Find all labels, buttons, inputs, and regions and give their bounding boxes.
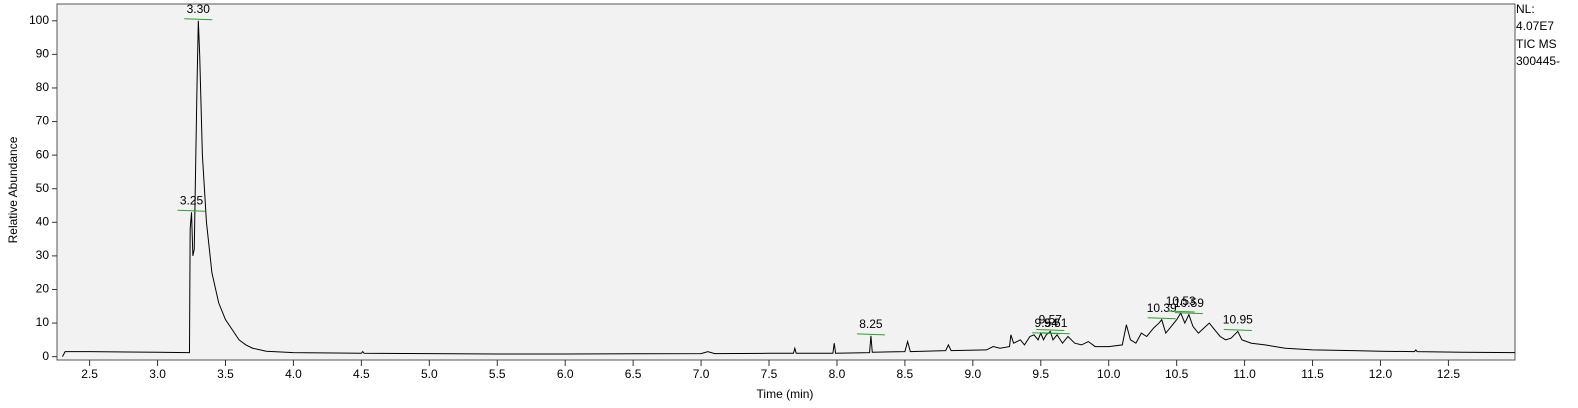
peak-marker (1223, 328, 1252, 331)
peak-marker (184, 18, 213, 21)
x-tick-label: 10.5 (1165, 367, 1189, 381)
peak-marker (1174, 312, 1203, 315)
plot-area (56, 3, 1516, 361)
info-text: NL: (1516, 2, 1535, 16)
y-tick-label: 60 (36, 147, 50, 161)
peak-marker (1147, 317, 1176, 320)
x-tick-label: 3.0 (149, 367, 166, 381)
peak-label: 9.54 (1035, 316, 1059, 330)
x-tick-label: 11.5 (1301, 367, 1324, 381)
x-tick-label: 8.0 (829, 367, 846, 381)
x-tick-label: 10.0 (1097, 367, 1121, 381)
y-tick-label: 30 (36, 248, 50, 262)
x-tick-label: 5.5 (489, 367, 506, 381)
y-tick-label: 80 (36, 80, 50, 94)
peak-label: 8.25 (859, 317, 883, 331)
y-tick-label: 0 (42, 349, 49, 363)
y-tick-label: 50 (36, 181, 50, 195)
x-axis-label: Time (min) (757, 387, 814, 401)
x-tick-label: 9.0 (964, 367, 981, 381)
peak-label: 10.53 (1166, 294, 1196, 308)
peak-marker (1166, 310, 1195, 313)
peak-label: 3.30 (187, 2, 211, 16)
peak-marker (177, 209, 206, 212)
y-tick-label: 90 (36, 47, 50, 61)
peak-marker (1036, 328, 1065, 331)
x-tick-label: 11.0 (1233, 367, 1256, 381)
peak-marker (856, 333, 885, 336)
y-tick-label: 20 (36, 282, 50, 296)
x-tick-label: 9.5 (1032, 367, 1049, 381)
x-tick-label: 7.0 (693, 367, 710, 381)
x-tick-label: 3.5 (217, 367, 234, 381)
x-tick-label: 12.5 (1437, 367, 1461, 381)
x-tick-label: 5.0 (421, 367, 438, 381)
chromatogram-line (61, 20, 1516, 357)
peak-label: 10.95 (1223, 313, 1253, 327)
peak-label: 3.25 (180, 193, 204, 207)
peak-marker (1041, 332, 1070, 335)
y-tick-label: 40 (36, 214, 50, 228)
y-tick-label: 100 (29, 13, 49, 27)
peak-label: 10.59 (1174, 296, 1204, 310)
x-tick-label: 4.0 (285, 367, 302, 381)
x-tick-label: 7.5 (761, 367, 778, 381)
x-tick-label: 12.0 (1369, 367, 1393, 381)
peak-label: 9.57 (1039, 313, 1063, 327)
peak-label: 9.61 (1044, 316, 1068, 330)
x-tick-label: 6.0 (557, 367, 574, 381)
y-tick-label: 70 (36, 114, 50, 128)
info-text: 4.07E7 (1516, 19, 1554, 33)
info-text: 300445- (1516, 54, 1560, 68)
x-tick-label: 2.5 (81, 367, 98, 381)
x-tick-label: 8.5 (897, 367, 914, 381)
x-tick-label: 6.5 (625, 367, 642, 381)
y-axis-label: Relative Abundance (6, 136, 20, 243)
y-tick-label: 10 (36, 315, 50, 329)
info-text: TIC MS (1516, 37, 1557, 51)
x-tick-label: 4.5 (353, 367, 370, 381)
